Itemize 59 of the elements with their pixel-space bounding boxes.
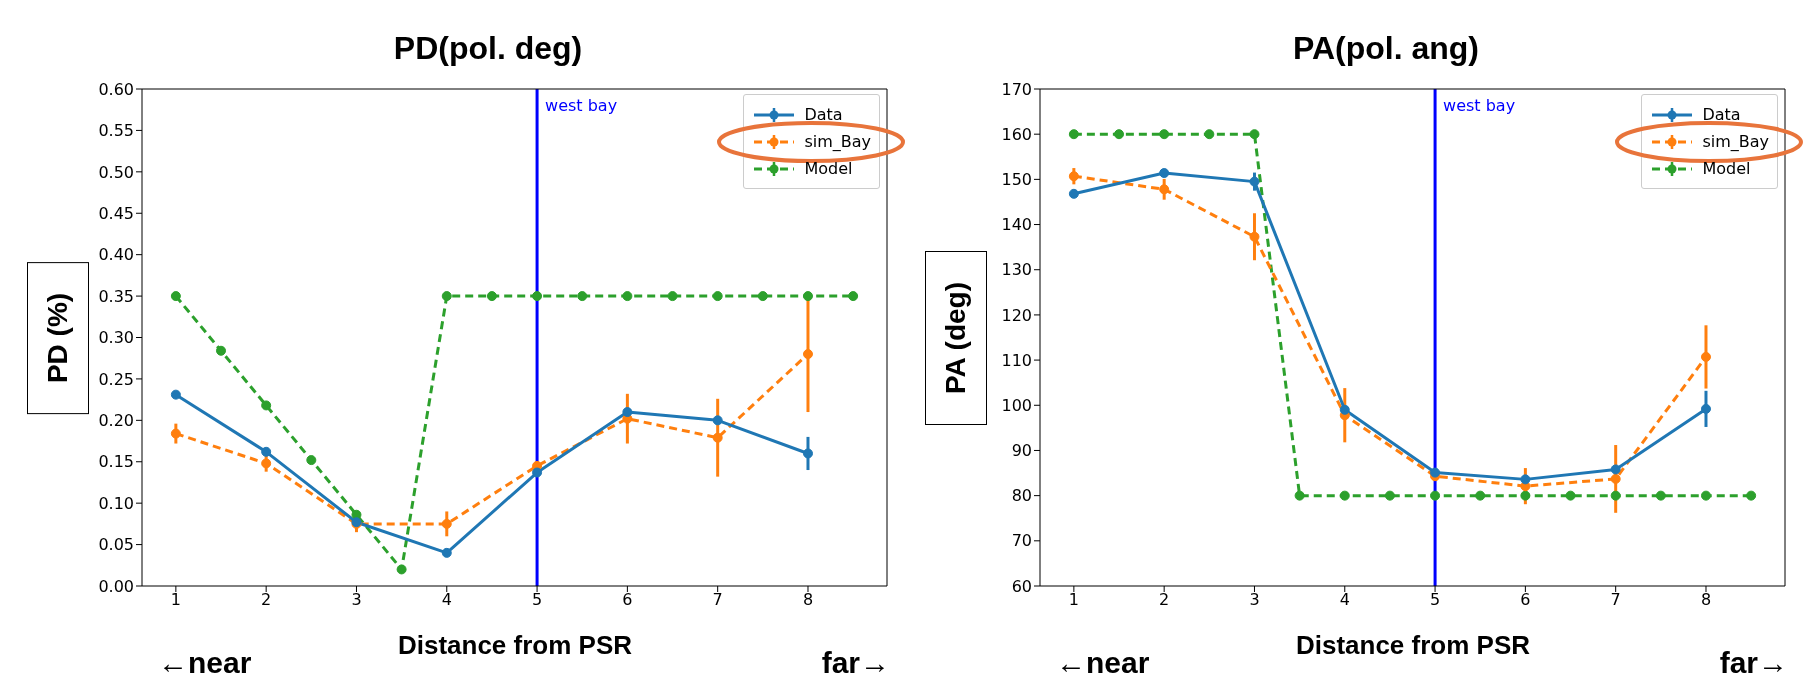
y-tick-label: 100	[1001, 395, 1032, 415]
y-tick-label: 0.40	[98, 245, 134, 265]
y-tick-label: 0.20	[98, 411, 134, 431]
ref-line-label: west bay	[1443, 96, 1516, 115]
legend-label: Data	[1702, 105, 1741, 124]
y-tick-label: 120	[1001, 305, 1032, 325]
x-tick-label: 7	[1610, 590, 1621, 610]
y-tick-label: 0.05	[98, 535, 134, 555]
x-tick-label: 5	[1429, 590, 1441, 610]
ref-line-label: west bay	[545, 96, 618, 115]
legend-label: sim_Bay	[1702, 132, 1769, 151]
y-tick-label: 0.10	[98, 493, 134, 513]
y-tick-label: 0.60	[98, 79, 134, 99]
x-tick-label: 2	[261, 590, 272, 610]
y-tick-label: 150	[1001, 170, 1032, 190]
x-tick-label: 3	[1249, 590, 1260, 610]
x-tick-label: 8	[1700, 590, 1712, 610]
x-tick-label: 3	[351, 590, 362, 610]
y-tick-label: 110	[1001, 350, 1032, 370]
y-tick-label: 0.55	[98, 121, 134, 141]
y-tick-label: 0.35	[98, 286, 134, 306]
legend-label: Model	[804, 159, 853, 178]
x-tick-label: 1	[170, 590, 181, 610]
y-tick-label: 80	[1011, 486, 1032, 506]
y-tick-label: 0.00	[98, 576, 134, 596]
x-tick-label: 4	[441, 590, 452, 610]
text: far→	[821, 646, 890, 680]
y-tick-label: 0.25	[98, 369, 134, 389]
text: ←near	[1056, 646, 1150, 680]
x-tick-label: 4	[1339, 590, 1350, 610]
x-tick-label: 6	[622, 590, 633, 610]
x-axis-title: Distance from PSR	[397, 630, 633, 660]
x-tick-label: 8	[802, 590, 814, 610]
y-tick-label: 70	[1011, 531, 1032, 551]
y-tick-label: 130	[1001, 260, 1032, 280]
text: far→	[1719, 646, 1788, 680]
y-tick-label: 60	[1011, 576, 1032, 596]
x-axis-title: Distance from PSR	[1295, 630, 1531, 660]
legend-label: Data	[804, 105, 843, 124]
text: ←near	[158, 646, 252, 680]
legend-label: sim_Bay	[804, 132, 871, 151]
y-tick-label: 0.15	[98, 452, 134, 472]
chart-title: PA(pol. ang)	[1291, 30, 1480, 67]
y-tick-label: 140	[1001, 215, 1032, 235]
legend-label: Model	[1702, 159, 1751, 178]
chart-title: PD(pol. deg)	[392, 30, 584, 67]
y-tick-label: 0.50	[98, 162, 134, 182]
y-tick-label: 170	[1001, 79, 1032, 99]
y-tick-label: 0.45	[98, 203, 134, 223]
x-tick-label: 5	[531, 590, 543, 610]
y-axis-title: PA (deg)	[925, 251, 987, 425]
y-axis-title: PD (%)	[27, 261, 89, 415]
x-tick-label: 1	[1068, 590, 1079, 610]
x-tick-label: 2	[1159, 590, 1170, 610]
x-tick-label: 7	[712, 590, 723, 610]
y-tick-label: 90	[1011, 441, 1032, 461]
x-tick-label: 6	[1520, 590, 1531, 610]
y-tick-label: 0.30	[98, 328, 134, 348]
y-tick-label: 160	[1001, 124, 1032, 144]
